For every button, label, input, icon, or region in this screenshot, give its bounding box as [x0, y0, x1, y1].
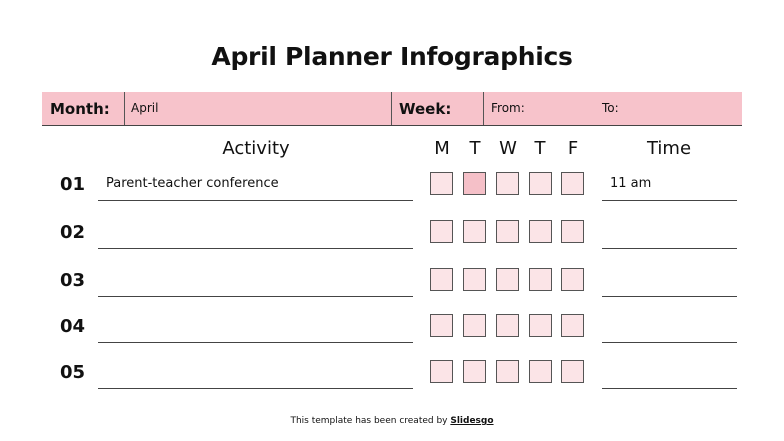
row-number: 03: [60, 270, 86, 291]
from-field[interactable]: From:: [491, 101, 525, 115]
activity-header: Activity: [222, 138, 290, 159]
header-band: Month: April Week: From: To:: [42, 92, 742, 126]
day-checkbox[interactable]: [430, 220, 453, 243]
day-checkbox[interactable]: [430, 314, 453, 337]
divider: [391, 92, 392, 125]
time-line: [602, 248, 737, 249]
footer: This template has been created by Slides…: [0, 416, 784, 426]
day-checkbox[interactable]: [463, 220, 486, 243]
day-header-fri: F: [567, 138, 579, 159]
day-checkbox[interactable]: [430, 268, 453, 291]
day-checkbox[interactable]: [561, 314, 584, 337]
activity-line: [98, 296, 413, 297]
activity-line: [98, 388, 413, 389]
day-checkbox[interactable]: [430, 360, 453, 383]
day-checkbox[interactable]: [430, 172, 453, 195]
time-line: [602, 388, 737, 389]
month-field[interactable]: April: [131, 101, 159, 115]
day-header-thu: T: [534, 138, 546, 159]
day-checkbox[interactable]: [496, 220, 519, 243]
day-checkbox[interactable]: [529, 268, 552, 291]
time-line: [602, 342, 737, 343]
activity-line: [98, 200, 413, 201]
day-checkbox[interactable]: [529, 314, 552, 337]
divider: [483, 92, 484, 125]
day-checkbox[interactable]: [561, 268, 584, 291]
activity-line: [98, 342, 413, 343]
row-number: 02: [60, 222, 86, 243]
page-title: April Planner Infographics: [211, 42, 573, 71]
day-checkbox[interactable]: [529, 172, 552, 195]
activity-field[interactable]: Parent-teacher conference: [106, 176, 279, 191]
day-header-wed: W: [499, 138, 517, 159]
day-checkbox[interactable]: [463, 172, 486, 195]
day-checkbox[interactable]: [496, 172, 519, 195]
day-checkbox[interactable]: [463, 360, 486, 383]
day-checkbox[interactable]: [561, 360, 584, 383]
day-checkbox[interactable]: [463, 268, 486, 291]
row-number: 04: [60, 316, 86, 337]
day-checkbox[interactable]: [496, 314, 519, 337]
to-field[interactable]: To:: [602, 101, 619, 115]
day-checkbox[interactable]: [496, 360, 519, 383]
day-checkbox[interactable]: [529, 360, 552, 383]
day-header-tue: T: [469, 138, 481, 159]
day-checkbox[interactable]: [529, 220, 552, 243]
footer-brand-link[interactable]: Slidesgo: [450, 416, 494, 426]
row-number: 01: [60, 174, 86, 195]
day-checkbox[interactable]: [561, 220, 584, 243]
day-header-mon: M: [434, 138, 450, 159]
activity-line: [98, 248, 413, 249]
week-label: Week:: [399, 100, 452, 118]
time-header: Time: [646, 138, 692, 159]
time-field[interactable]: 11 am: [610, 176, 652, 191]
footer-text: This template has been created by: [290, 416, 451, 426]
divider: [124, 92, 125, 125]
day-checkbox[interactable]: [496, 268, 519, 291]
time-line: [602, 200, 737, 201]
time-line: [602, 296, 737, 297]
month-label: Month:: [50, 100, 110, 118]
day-checkbox[interactable]: [463, 314, 486, 337]
day-checkbox[interactable]: [561, 172, 584, 195]
row-number: 05: [60, 362, 86, 383]
